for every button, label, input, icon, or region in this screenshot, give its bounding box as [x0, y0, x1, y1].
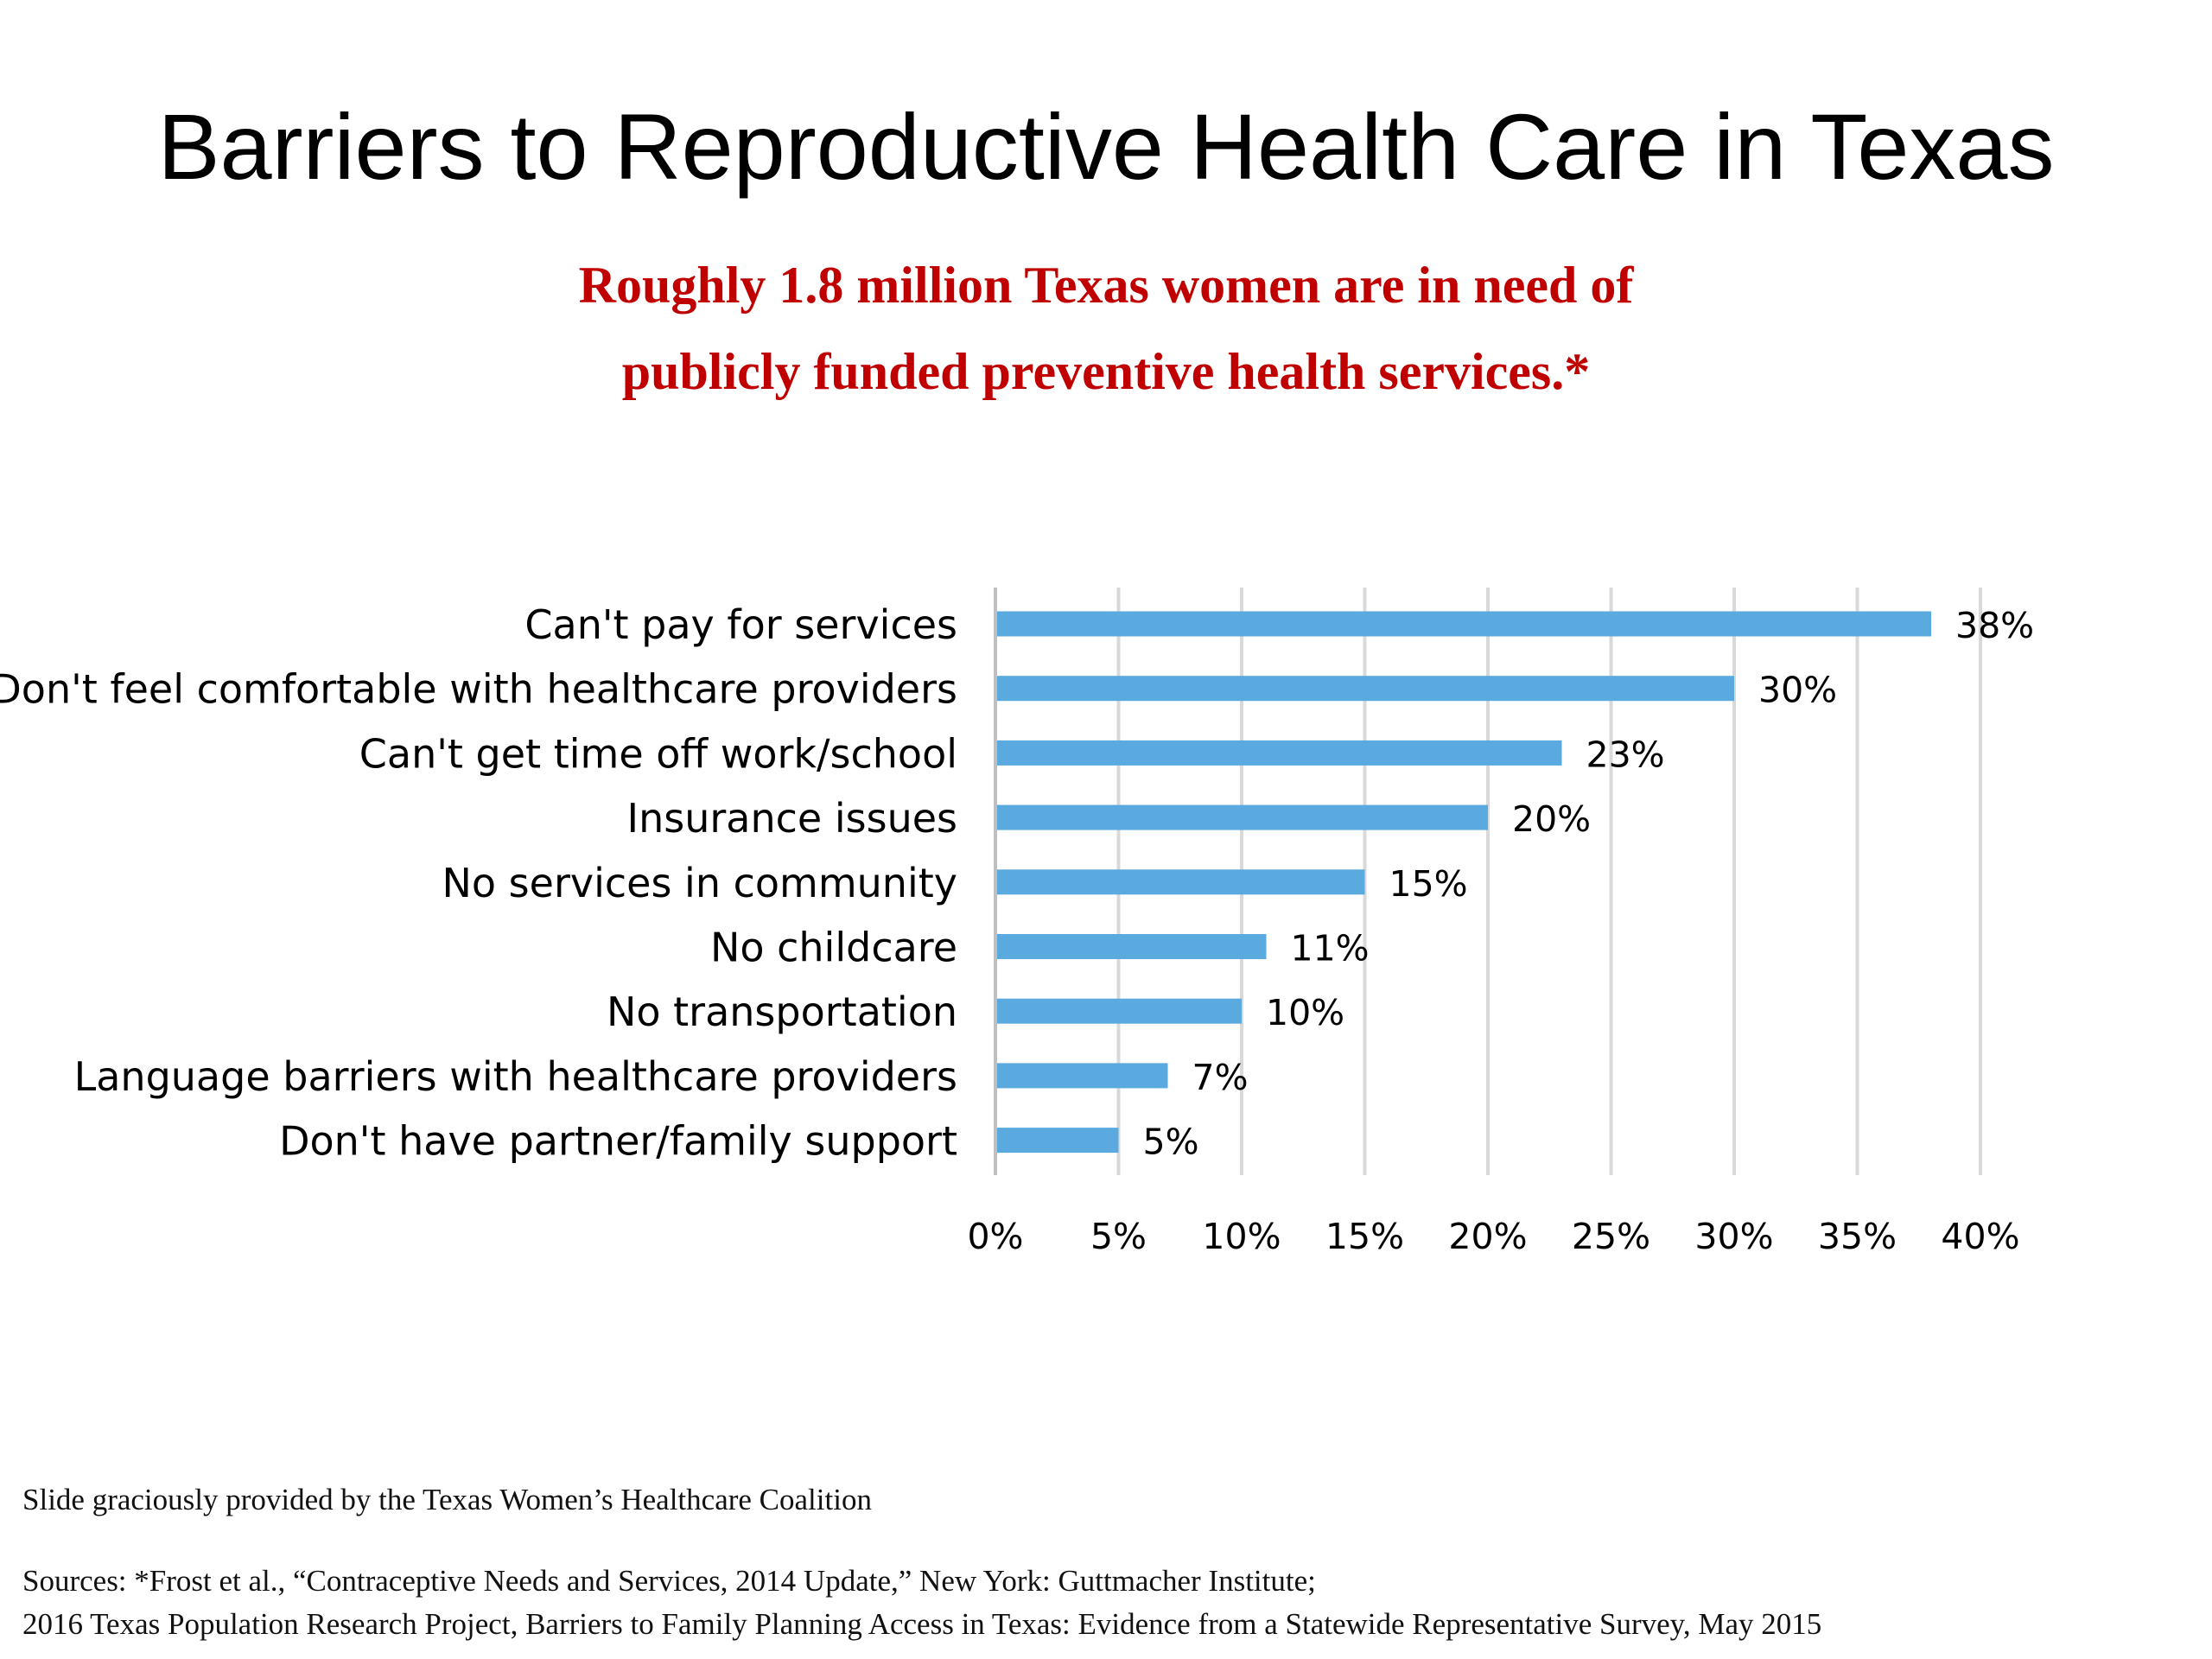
slide-title: Barriers to Reproductive Health Care in … [157, 94, 2055, 199]
credit-note: Slide graciously provided by the Texas W… [22, 1483, 872, 1516]
bar [997, 1063, 1168, 1089]
bar [997, 804, 1488, 830]
category-label: No transportation [607, 988, 957, 1035]
data-label: 38% [1955, 605, 2034, 646]
category-label: Language barriers with healthcare provid… [74, 1053, 957, 1100]
slide-subtitle: Roughly 1.8 million Texas women are in n… [0, 242, 2212, 415]
category-label: Can't pay for services [524, 601, 957, 648]
data-label: 7% [1192, 1057, 1249, 1098]
x-tick-label: 35% [1818, 1216, 1897, 1257]
bar [997, 998, 1242, 1024]
category-label: No childcare [710, 925, 957, 971]
data-label: 20% [1512, 798, 1591, 840]
x-tick-label: 40% [1941, 1216, 2019, 1257]
category-label: Can't get time off work/school [359, 730, 957, 777]
category-label: No services in community [442, 860, 958, 906]
x-tick-label: 0% [967, 1216, 1023, 1257]
data-label: 23% [1586, 734, 1665, 775]
data-label: 11% [1291, 928, 1370, 969]
data-label: 5% [1143, 1122, 1199, 1163]
bar [997, 611, 1931, 637]
category-label: Don't feel comfortable with healthcare p… [0, 666, 957, 713]
bar [997, 934, 1267, 959]
data-label: 15% [1389, 863, 1468, 905]
x-tick-label: 20% [1448, 1216, 1527, 1257]
data-label: 10% [1266, 992, 1344, 1033]
x-tick-label: 15% [1325, 1216, 1404, 1257]
sources-line: Sources: *Frost et al., “Contraceptive N… [22, 1564, 1316, 1598]
x-tick-label: 25% [1572, 1216, 1650, 1257]
bar [997, 676, 1734, 702]
category-label: Don't have partner/family support [279, 1118, 957, 1165]
x-tick-label: 5% [1090, 1216, 1147, 1257]
data-label: 30% [1758, 670, 1837, 711]
bar [997, 740, 1562, 766]
x-tick-label: 30% [1694, 1216, 1773, 1257]
x-tick-label: 10% [1202, 1216, 1281, 1257]
category-label: Insurance issues [627, 795, 957, 842]
bar [997, 869, 1365, 895]
bar [997, 1128, 1119, 1154]
sources-line: 2016 Texas Population Research Project, … [22, 1607, 1822, 1641]
subtitle-line: Roughly 1.8 million Texas women are in n… [578, 257, 1634, 314]
subtitle-line: publicly funded preventive health servic… [621, 343, 1591, 400]
